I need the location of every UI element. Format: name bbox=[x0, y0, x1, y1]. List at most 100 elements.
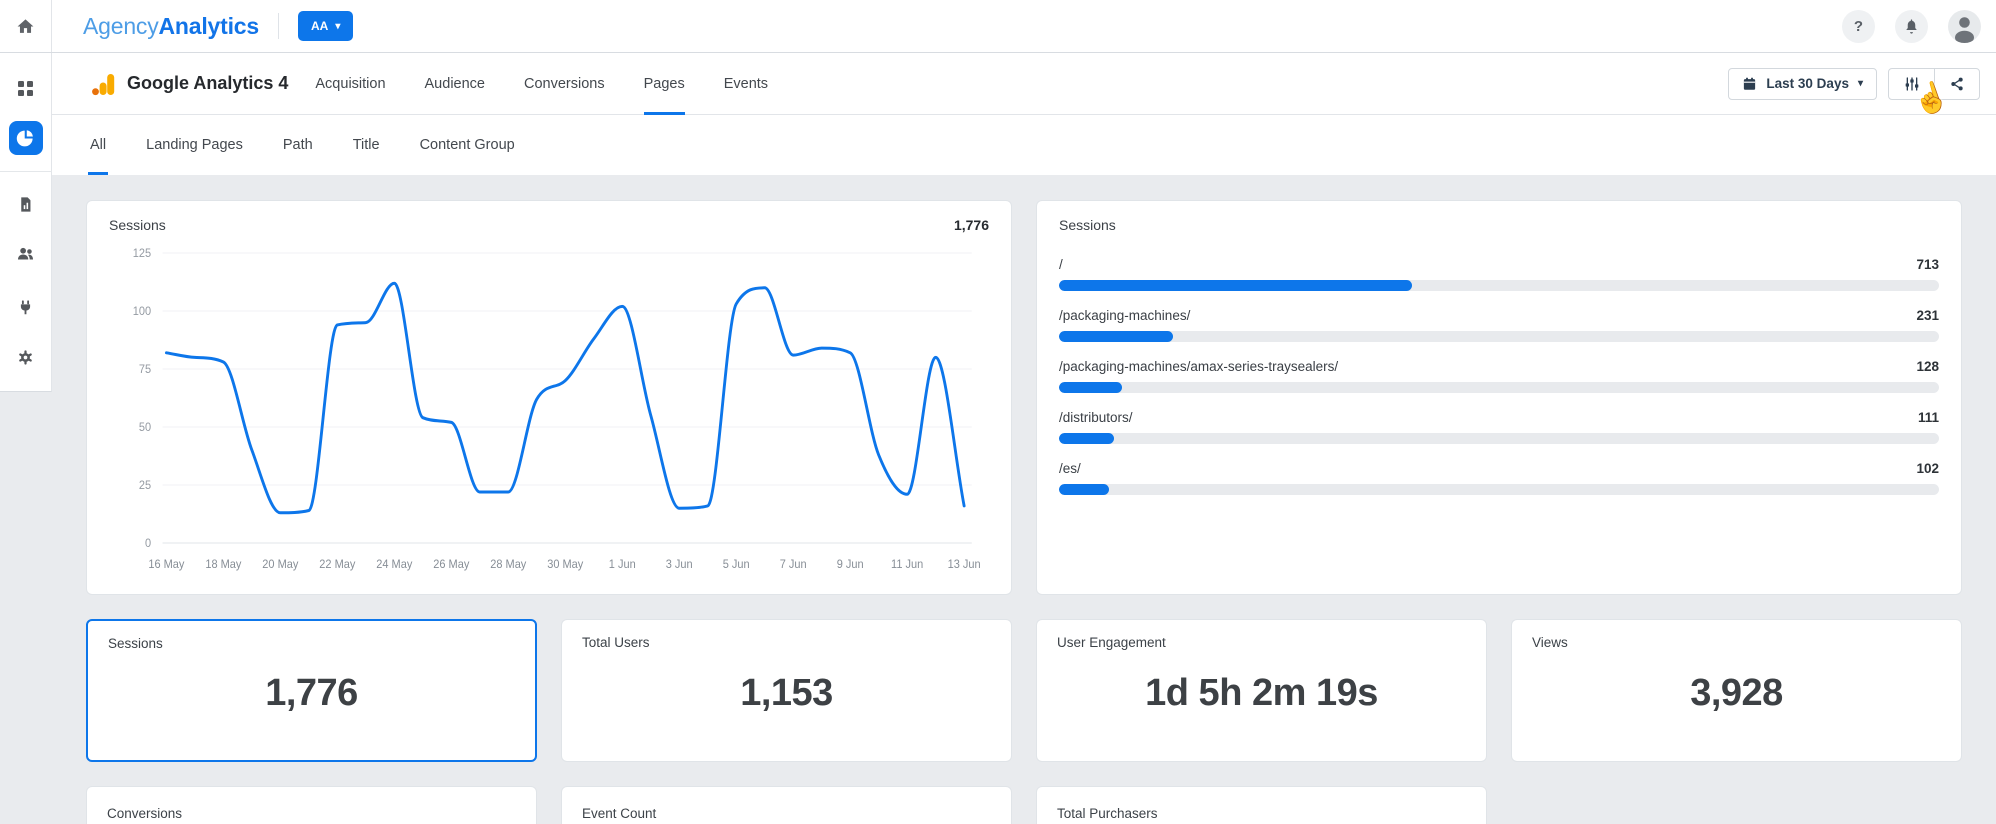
tab-pages[interactable]: Pages bbox=[643, 53, 685, 115]
dashboard-content: Sessions 1,776 0 25 50 75 100 125 16 May 18 May… bbox=[52, 175, 1996, 824]
bar-chart-title: Sessions bbox=[1059, 217, 1116, 233]
svg-text:50: 50 bbox=[139, 422, 151, 434]
sessions-by-page-card[interactable]: Sessions / 713/packaging-machines/231/pac… bbox=[1036, 200, 1962, 595]
subtab-label: All bbox=[90, 137, 107, 153]
svg-text:30 May: 30 May bbox=[547, 559, 583, 571]
bar-fill bbox=[1059, 280, 1412, 291]
svg-text:26 May: 26 May bbox=[433, 559, 469, 571]
subtab-label: Landing Pages bbox=[146, 137, 243, 153]
page-path-label: /distributors/ bbox=[1059, 410, 1133, 425]
svg-text:0: 0 bbox=[145, 538, 151, 550]
pie-chart-icon bbox=[16, 129, 33, 146]
stat-label: User Engagement bbox=[1057, 635, 1166, 650]
help-button[interactable]: ? bbox=[1842, 9, 1875, 43]
chevron-down-icon: ▾ bbox=[1857, 78, 1863, 89]
stat-card-user-engagement[interactable]: User Engagement 1d 5h 2m 19s bbox=[1036, 619, 1487, 762]
svg-text:1 Jun: 1 Jun bbox=[609, 559, 636, 571]
page-path-label: /es/ bbox=[1059, 461, 1081, 476]
gear-icon bbox=[19, 349, 32, 365]
tab-audience[interactable]: Audience bbox=[425, 53, 485, 115]
page-bar-row[interactable]: /es/102 bbox=[1059, 461, 1939, 495]
date-range-button[interactable]: Last 30 Days ▾ bbox=[1728, 67, 1877, 100]
apps-grid-icon bbox=[18, 80, 33, 96]
page-path-label: /packaging-machines/amax-series-trayseal… bbox=[1059, 359, 1339, 374]
tab-label: Acquisition bbox=[315, 75, 386, 92]
tab-active-underline bbox=[315, 112, 385, 115]
share-button[interactable] bbox=[1934, 68, 1979, 99]
subtab-active-underline bbox=[418, 172, 517, 175]
svg-text:13 Jun: 13 Jun bbox=[948, 559, 981, 571]
sessions-line-chart-card[interactable]: Sessions 1,776 0 25 50 75 100 125 16 May 18 May… bbox=[86, 200, 1012, 595]
account-avatar[interactable] bbox=[1948, 9, 1981, 43]
metric-card-conversions[interactable]: Conversions bbox=[86, 786, 537, 824]
sidebar-item-integrations[interactable] bbox=[9, 290, 43, 324]
account-switcher-button[interactable]: AA ▾ bbox=[297, 11, 354, 41]
chart-card-header: Sessions 1,776 bbox=[109, 217, 989, 233]
chart-total-value: 1,776 bbox=[953, 217, 989, 233]
sidebar-item-reports[interactable] bbox=[9, 187, 43, 221]
svg-text:100: 100 bbox=[133, 306, 151, 318]
bar-fill bbox=[1059, 433, 1115, 444]
tab-conversions[interactable]: Conversions bbox=[524, 53, 605, 115]
sidebar-item-settings[interactable] bbox=[9, 340, 43, 374]
tab-active-underline bbox=[643, 111, 685, 115]
subtab-landing-pages[interactable]: Landing Pages bbox=[146, 115, 243, 175]
page-sessions-value: 111 bbox=[1917, 410, 1939, 425]
stat-card-sessions[interactable]: Sessions 1,776 bbox=[86, 619, 537, 762]
metric-card-event-count[interactable]: Event Count bbox=[561, 786, 1012, 824]
bar-row-header: /distributors/111 bbox=[1059, 410, 1939, 425]
topbar-actions: ? bbox=[1842, 9, 1981, 43]
home-button[interactable] bbox=[0, 0, 52, 52]
subtab-title[interactable]: Title bbox=[353, 115, 380, 175]
filter-settings-button[interactable] bbox=[1889, 69, 1934, 99]
people-icon bbox=[17, 247, 34, 259]
bar-row-header: / 713 bbox=[1059, 257, 1939, 272]
tab-label: Conversions bbox=[523, 75, 605, 92]
subtab-path[interactable]: Path bbox=[283, 115, 313, 175]
plug-icon bbox=[20, 299, 31, 314]
tab-acquisition[interactable]: Acquisition bbox=[315, 53, 385, 115]
svg-text:3 Jun: 3 Jun bbox=[666, 559, 693, 571]
metric-card-total-purchasers[interactable]: Total Purchasers bbox=[1036, 786, 1487, 824]
calendar-icon bbox=[1744, 77, 1756, 90]
svg-text:24 May: 24 May bbox=[376, 559, 412, 571]
bar-row-header: /es/102 bbox=[1059, 461, 1939, 476]
sidebar-item-clients[interactable] bbox=[9, 236, 43, 270]
bottom-cards-row: Conversions Event Count Total Purchasers bbox=[86, 786, 1962, 824]
subtab-active-underline bbox=[144, 172, 245, 175]
page-sessions-value: 128 bbox=[1916, 359, 1939, 374]
subtab-all[interactable]: All bbox=[88, 115, 109, 175]
bar-fill bbox=[1059, 331, 1174, 342]
sidebar-item-analytics[interactable] bbox=[8, 121, 43, 155]
subtab-label: Content Group bbox=[419, 137, 515, 153]
toolbar-button-group bbox=[1888, 67, 1980, 100]
tab-label: Events bbox=[723, 75, 769, 92]
page-bar-row[interactable]: /packaging-machines/231 bbox=[1059, 308, 1939, 342]
bell-icon bbox=[1906, 18, 1917, 34]
svg-text:20 May: 20 May bbox=[262, 559, 298, 571]
page-bar-row[interactable]: /distributors/111 bbox=[1059, 410, 1939, 444]
notifications-button[interactable] bbox=[1895, 9, 1928, 43]
bar-row-header: /packaging-machines/231 bbox=[1059, 308, 1939, 323]
agencyanalytics-logo[interactable]: AgencyAnalytics bbox=[83, 13, 259, 40]
stat-card-total-users[interactable]: Total Users 1,153 bbox=[561, 619, 1012, 762]
svg-text:75: 75 bbox=[139, 364, 151, 376]
page-path-label: /packaging-machines/ bbox=[1059, 308, 1191, 323]
chevron-down-icon: ▾ bbox=[335, 20, 341, 32]
charts-row: Sessions 1,776 0 25 50 75 100 125 16 May 18 May… bbox=[86, 200, 1962, 595]
svg-text:125: 125 bbox=[133, 248, 151, 260]
subtab-content-group[interactable]: Content Group bbox=[420, 115, 515, 175]
svg-text:7 Jun: 7 Jun bbox=[780, 559, 807, 571]
sessions-trend-line bbox=[164, 281, 966, 515]
page-bar-row[interactable]: / 713 bbox=[1059, 257, 1939, 291]
page-bar-row[interactable]: /packaging-machines/amax-series-trayseal… bbox=[1059, 359, 1939, 393]
subtab-label: Title bbox=[352, 137, 380, 153]
sidebar-item-dashboards[interactable] bbox=[9, 71, 43, 105]
svg-text:18 May: 18 May bbox=[205, 559, 241, 571]
google-analytics-icon bbox=[92, 73, 115, 95]
home-icon bbox=[17, 18, 34, 33]
subtab-active-underline bbox=[281, 172, 315, 175]
stat-card-views[interactable]: Views 3,928 bbox=[1511, 619, 1962, 762]
tab-events[interactable]: Events bbox=[724, 53, 768, 115]
svg-text:28 May: 28 May bbox=[490, 559, 526, 571]
